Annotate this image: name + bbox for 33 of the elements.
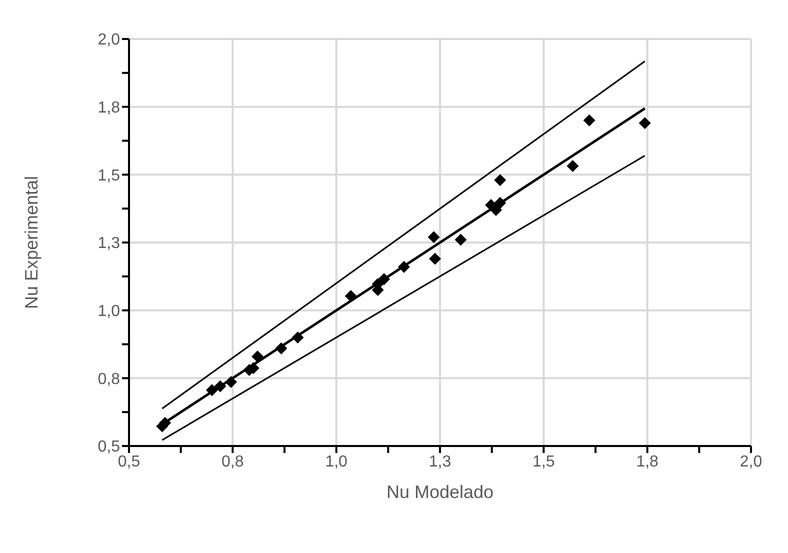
x-axis-title: Nu Modelado bbox=[386, 482, 494, 502]
y-tick-label: 1,5 bbox=[98, 167, 120, 184]
x-tick-label: 2,0 bbox=[740, 453, 762, 470]
x-tick-label: 1,0 bbox=[325, 453, 348, 470]
point bbox=[252, 350, 264, 362]
point bbox=[428, 231, 440, 244]
point bbox=[398, 260, 410, 273]
y-tick-label: 0,8 bbox=[98, 370, 120, 388]
point bbox=[344, 290, 357, 302]
point bbox=[275, 342, 288, 354]
point bbox=[378, 273, 390, 286]
point bbox=[429, 252, 442, 265]
point bbox=[292, 331, 304, 344]
y-tick-label: 1,8 bbox=[98, 100, 120, 117]
x-tick-label: 1,5 bbox=[532, 453, 555, 470]
point bbox=[566, 160, 579, 172]
point bbox=[494, 196, 506, 209]
y-tick-label: 2,0 bbox=[98, 32, 120, 49]
point bbox=[494, 174, 506, 186]
x-tick-label: 0,8 bbox=[222, 453, 244, 470]
point bbox=[638, 117, 651, 130]
x-tick-label: 1,8 bbox=[636, 453, 659, 470]
y-tick-label: 1,3 bbox=[98, 235, 120, 252]
x-tick-label: 1,3 bbox=[428, 453, 452, 470]
point bbox=[225, 376, 238, 388]
x-tick-label: 0,5 bbox=[118, 453, 140, 470]
point bbox=[583, 114, 596, 126]
point bbox=[214, 380, 226, 392]
y-tick-label: 1,0 bbox=[98, 303, 120, 320]
y-axis-title: Nu Experimental bbox=[21, 176, 42, 310]
point bbox=[454, 234, 467, 246]
point bbox=[206, 384, 218, 396]
y-tick-label: 0,5 bbox=[98, 438, 120, 456]
